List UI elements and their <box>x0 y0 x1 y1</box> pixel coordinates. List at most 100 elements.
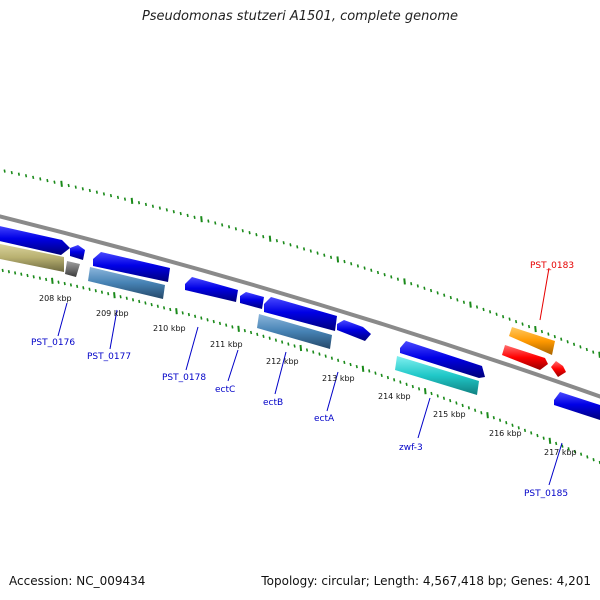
minor-tick <box>456 298 459 302</box>
minor-tick <box>227 225 231 229</box>
major-tick <box>361 365 365 372</box>
minor-tick <box>461 403 464 408</box>
minor-tick <box>309 249 312 253</box>
gene-pst-0177[interactable] <box>93 252 170 282</box>
gene-pst-0178[interactable] <box>185 277 238 302</box>
minor-tick <box>514 319 518 324</box>
minor-tick <box>579 345 582 349</box>
minor-tick <box>14 271 17 275</box>
minor-tick <box>158 206 161 210</box>
major-tick <box>175 308 178 315</box>
minor-tick <box>436 291 439 295</box>
gene-steel-2[interactable] <box>257 314 332 349</box>
minor-tick <box>337 358 340 362</box>
minor-tick <box>521 322 524 326</box>
scale-label: 217 kbp <box>544 448 577 457</box>
gene-red-2[interactable] <box>551 361 566 377</box>
gene-label-pst-0177[interactable]: PST_0177 <box>87 352 131 362</box>
gene-steel-1[interactable] <box>88 267 165 299</box>
minor-tick <box>151 204 155 208</box>
gene-label-pst-0185[interactable]: PST_0185 <box>524 489 568 499</box>
minor-tick <box>268 336 271 340</box>
gene-label-ectc[interactable]: ectC <box>215 385 235 395</box>
gene-ecta[interactable] <box>337 320 371 341</box>
minor-tick <box>542 436 545 440</box>
minor-tick <box>46 178 49 183</box>
minor-tick <box>3 169 6 173</box>
gene-label-pst-0178[interactable]: PST_0178 <box>162 373 206 383</box>
minor-tick <box>296 245 299 249</box>
gene-label-pst-0183[interactable]: PST_0183 <box>530 261 574 271</box>
minor-tick <box>248 231 251 235</box>
minor-tick <box>26 273 29 278</box>
minor-tick <box>449 398 452 403</box>
minor-tick <box>256 332 259 337</box>
minor-tick <box>200 316 203 320</box>
gene-label-pst-0176[interactable]: PST_0176 <box>31 338 75 348</box>
major-tick <box>336 256 340 263</box>
minor-tick <box>580 452 583 456</box>
gene-khaki-block[interactable] <box>0 243 64 272</box>
minor-tick <box>330 356 333 360</box>
minor-tick <box>547 332 550 336</box>
minor-tick <box>505 421 508 425</box>
minor-tick <box>179 211 182 216</box>
minor-tick <box>165 208 168 212</box>
minor-tick <box>523 428 527 433</box>
minor-tick <box>536 433 539 438</box>
gene-gray-block[interactable] <box>65 261 80 277</box>
scale-label: 209 kbp <box>96 309 129 318</box>
gene-label-zwf-3[interactable]: zwf-3 <box>399 443 423 453</box>
minor-tick <box>38 276 41 280</box>
minor-tick <box>480 411 483 415</box>
minor-tick <box>502 315 505 319</box>
major-tick <box>60 180 63 187</box>
minor-tick <box>32 175 35 180</box>
minor-tick <box>88 287 91 291</box>
minor-tick <box>488 310 492 314</box>
gene-pst-0176[interactable] <box>70 245 85 260</box>
minor-tick <box>193 215 196 219</box>
minor-tick <box>492 416 495 420</box>
minor-tick <box>393 378 396 382</box>
gene-pst-0175[interactable] <box>0 225 70 255</box>
genome-backbone <box>0 214 600 399</box>
minor-tick <box>566 340 569 344</box>
minor-tick <box>275 239 278 243</box>
minor-tick <box>289 243 292 247</box>
minor-tick <box>281 340 284 344</box>
minor-tick <box>312 350 315 354</box>
minor-tick <box>302 247 306 251</box>
gene-pst-0185[interactable] <box>554 392 600 420</box>
gene-ectc[interactable] <box>240 292 264 309</box>
minor-tick <box>69 283 73 287</box>
scale-label: 208 kbp <box>39 294 72 303</box>
minor-tick <box>585 347 588 352</box>
minor-tick <box>221 223 224 227</box>
scale-label: 216 kbp <box>489 429 522 438</box>
major-tick <box>299 344 303 352</box>
minor-tick <box>169 307 172 312</box>
minor-tick <box>329 255 333 259</box>
minor-tick <box>150 302 153 307</box>
gene-zwf-3[interactable] <box>400 341 485 378</box>
gene-red-1[interactable] <box>502 345 548 370</box>
gene-cyan-block[interactable] <box>395 356 479 395</box>
gene-label-ecta[interactable]: ectA <box>314 414 335 424</box>
gene-label-ectb[interactable]: ectB <box>263 398 283 408</box>
minor-tick <box>206 318 209 322</box>
major-tick <box>200 216 203 223</box>
minor-tick <box>45 277 48 282</box>
gene-pst-0183[interactable] <box>509 327 555 355</box>
minor-tick <box>225 323 228 327</box>
minor-tick <box>10 170 13 175</box>
minor-tick <box>411 384 414 389</box>
scale-label: 215 kbp <box>433 410 466 419</box>
minor-tick <box>553 334 556 339</box>
minor-tick <box>323 253 326 257</box>
gene-ectb[interactable] <box>264 297 337 331</box>
minor-tick <box>442 396 446 400</box>
minor-tick <box>343 259 346 264</box>
minor-tick <box>573 449 576 454</box>
